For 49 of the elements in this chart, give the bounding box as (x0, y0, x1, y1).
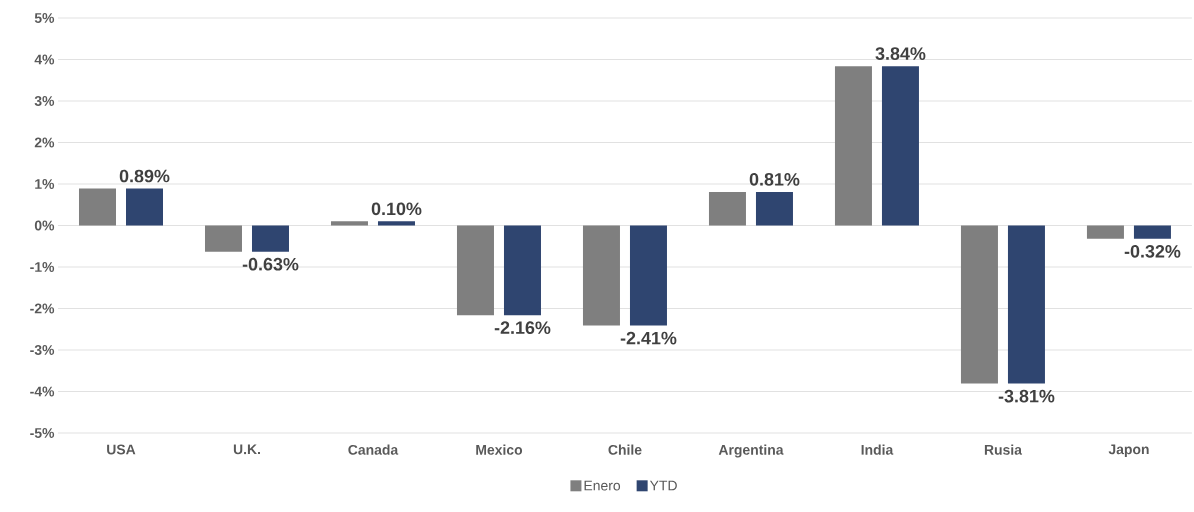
x-tick-label: Chile (608, 444, 642, 455)
data-label: -0.32% (1124, 244, 1181, 258)
data-label: 0.10% (371, 202, 422, 216)
bar (1133, 225, 1171, 239)
data-label: 3.84% (875, 47, 926, 60)
y-tick-label: 1% (35, 179, 55, 189)
x-tick-label: India (861, 444, 894, 455)
y-tick-label: 2% (34, 137, 55, 148)
bar (204, 225, 242, 252)
x-tick-label: Argentina (718, 444, 784, 458)
x-tick-label: Mexico (476, 444, 523, 455)
y-tick-label: -5% (30, 428, 55, 438)
y-tick-label: -2% (30, 303, 55, 314)
y-tick-label: -3% (30, 345, 55, 355)
x-tick-label: U.K. (233, 444, 260, 455)
x-tick-label: Japon (1108, 444, 1149, 458)
data-label: -2.41% (620, 331, 677, 345)
bar (755, 191, 793, 226)
y-tick-label: 5% (34, 13, 55, 23)
data-label: 0.81% (749, 172, 800, 186)
data-label: -0.63% (242, 257, 299, 271)
data-label: 0.89% (119, 169, 170, 183)
bar (960, 225, 998, 384)
x-tick-label: Rusia (984, 444, 1023, 455)
bar (79, 188, 116, 226)
bar (582, 225, 620, 326)
x-tick-label: Canada (348, 444, 399, 455)
y-tick-label: -4% (30, 386, 55, 397)
bar (456, 225, 494, 316)
bar (881, 66, 919, 226)
bar (708, 191, 746, 226)
bar (834, 66, 872, 226)
bar (629, 225, 667, 326)
bar (330, 221, 368, 226)
x-tick-label: USA (107, 444, 136, 455)
bar (503, 225, 541, 316)
bar (1007, 225, 1045, 384)
y-tick-label: 4% (34, 54, 55, 65)
y-tick-label: 0% (34, 220, 55, 231)
bar (1086, 225, 1124, 239)
bar (251, 225, 289, 252)
y-tick-label: 3% (34, 96, 55, 106)
legend-label: Enero (584, 480, 621, 491)
data-label: -3.81% (998, 389, 1055, 403)
data-label: -2.16% (494, 321, 551, 335)
bar (126, 188, 163, 226)
legend-label: YTD (649, 480, 677, 491)
y-tick-label: -1% (30, 262, 55, 272)
bar (377, 221, 415, 226)
